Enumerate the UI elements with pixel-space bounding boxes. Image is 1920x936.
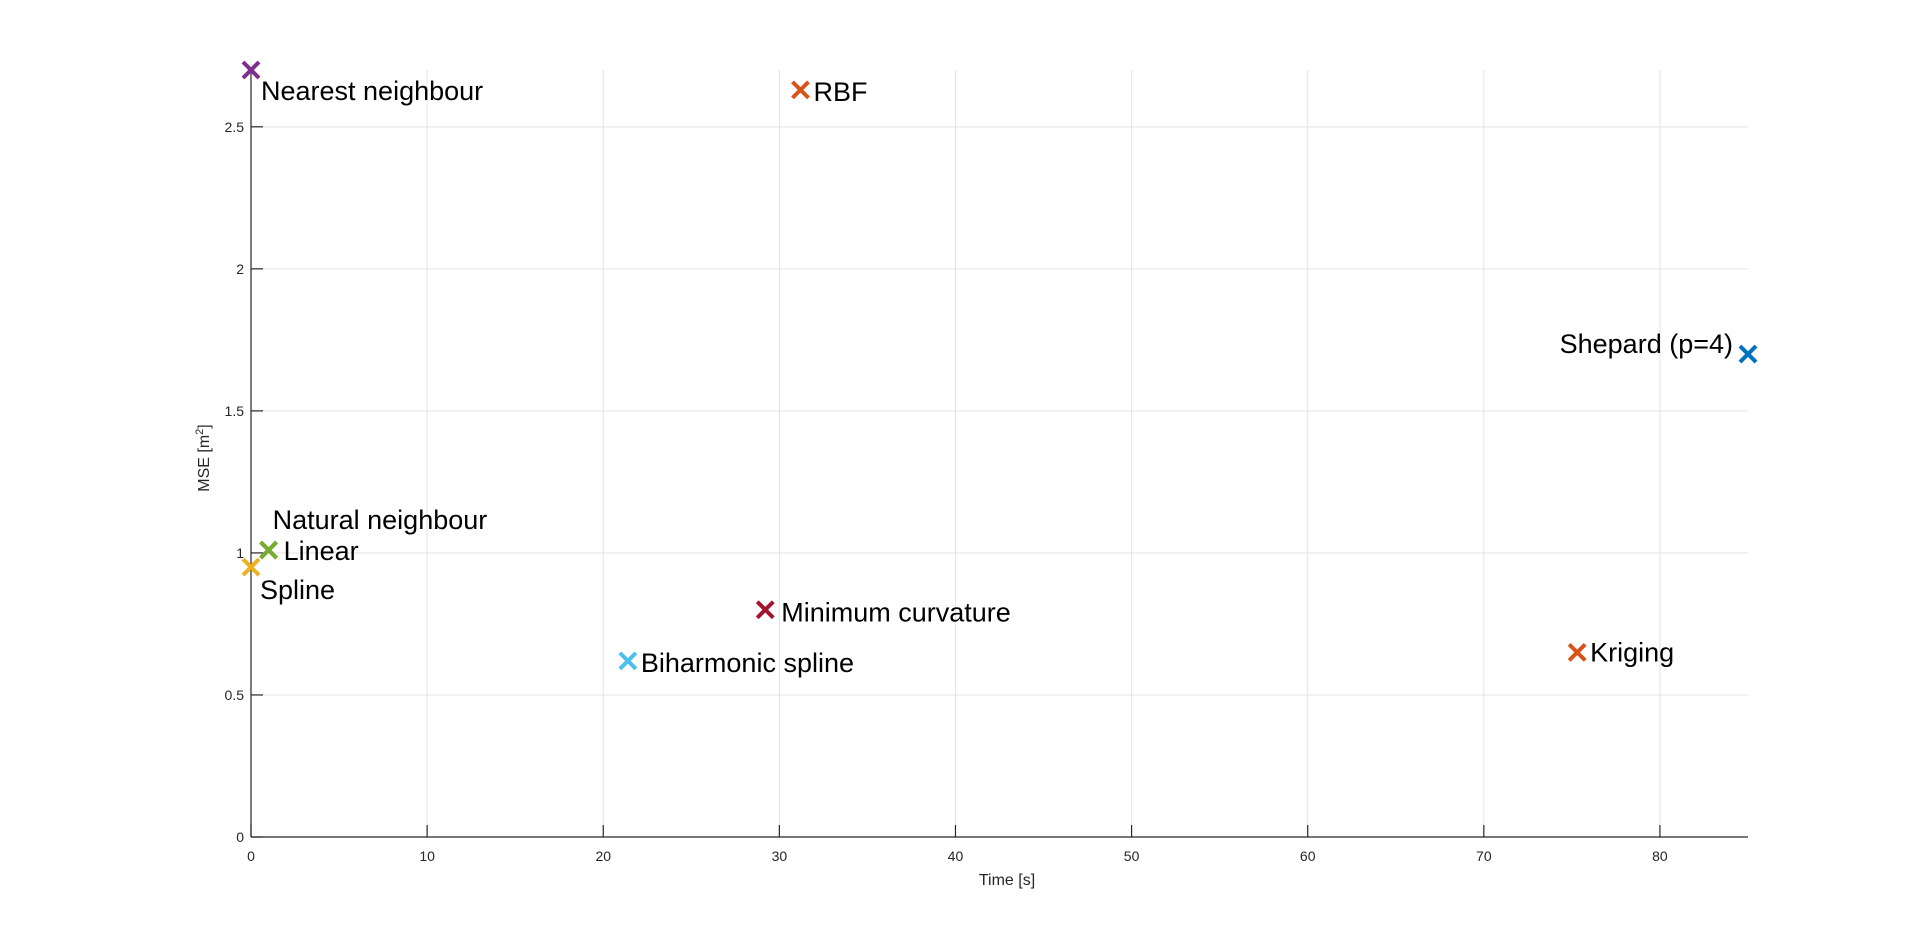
point-label: Spline	[260, 575, 335, 605]
point-marker-stroke	[1567, 642, 1587, 662]
point-label: Biharmonic spline	[641, 648, 854, 678]
point-marker	[1567, 642, 1587, 662]
y-axis-title-superscript: 2	[194, 429, 206, 435]
point-label: Shepard (p=4)	[1560, 329, 1733, 359]
point-label: RBF	[813, 77, 867, 107]
y-tick-label: 2.5	[225, 119, 245, 135]
point-marker	[791, 80, 810, 100]
point-label: Minimum curvature	[781, 598, 1011, 628]
point-labels: Nearest neighbour RBF Shepard (p=4) Natural…	[260, 76, 1733, 678]
x-tick-label: 10	[419, 848, 435, 864]
x-tick-label: 40	[948, 848, 964, 864]
point-marker-stroke	[241, 60, 261, 80]
y-tick-label: 0.5	[225, 687, 245, 703]
y-tick-label: 0	[236, 829, 244, 845]
y-axis-title-main: MSE [m	[196, 435, 213, 492]
point-marker	[241, 557, 261, 577]
point-marker-stroke	[1738, 344, 1758, 364]
grid	[250, 70, 1748, 838]
x-tick-label: 80	[1652, 848, 1668, 864]
point-marker	[241, 60, 261, 80]
y-tick-label: 1	[236, 545, 244, 561]
y-axis-title: MSE [m2]	[194, 424, 213, 491]
y-axis-title-end: ]	[196, 424, 213, 428]
point-marker-stroke	[791, 80, 810, 100]
point-label: Kriging	[1590, 637, 1674, 667]
x-tick-label: 20	[595, 848, 611, 864]
point-marker	[618, 651, 638, 671]
x-tick-label: 70	[1476, 848, 1492, 864]
x-axis-ticks: 0 10 20 30 40 50 60 70 80	[247, 825, 1668, 864]
y-axis-ticks: 0 0.5 1 1.5 2 2.5	[225, 119, 263, 845]
x-tick-label: 60	[1300, 848, 1316, 864]
point-label: Nearest neighbour	[261, 76, 483, 106]
point-marker-stroke	[241, 557, 261, 577]
point-label: Linear	[284, 536, 359, 566]
data-points	[241, 60, 1758, 671]
point-marker	[259, 540, 279, 560]
point-marker	[755, 600, 775, 620]
point-marker	[1738, 344, 1758, 364]
x-tick-label: 30	[772, 848, 788, 864]
point-marker-stroke	[618, 651, 638, 671]
x-axis-title: Time [s]	[979, 872, 1035, 889]
axes	[250, 70, 1748, 838]
y-tick-label: 1.5	[225, 403, 245, 419]
x-tick-label: 0	[247, 848, 255, 864]
y-tick-label: 2	[236, 261, 244, 277]
x-tick-label: 50	[1124, 848, 1140, 864]
point-marker-stroke	[755, 600, 775, 620]
point-label: Natural neighbour	[273, 505, 488, 535]
point-marker-stroke	[259, 540, 279, 560]
